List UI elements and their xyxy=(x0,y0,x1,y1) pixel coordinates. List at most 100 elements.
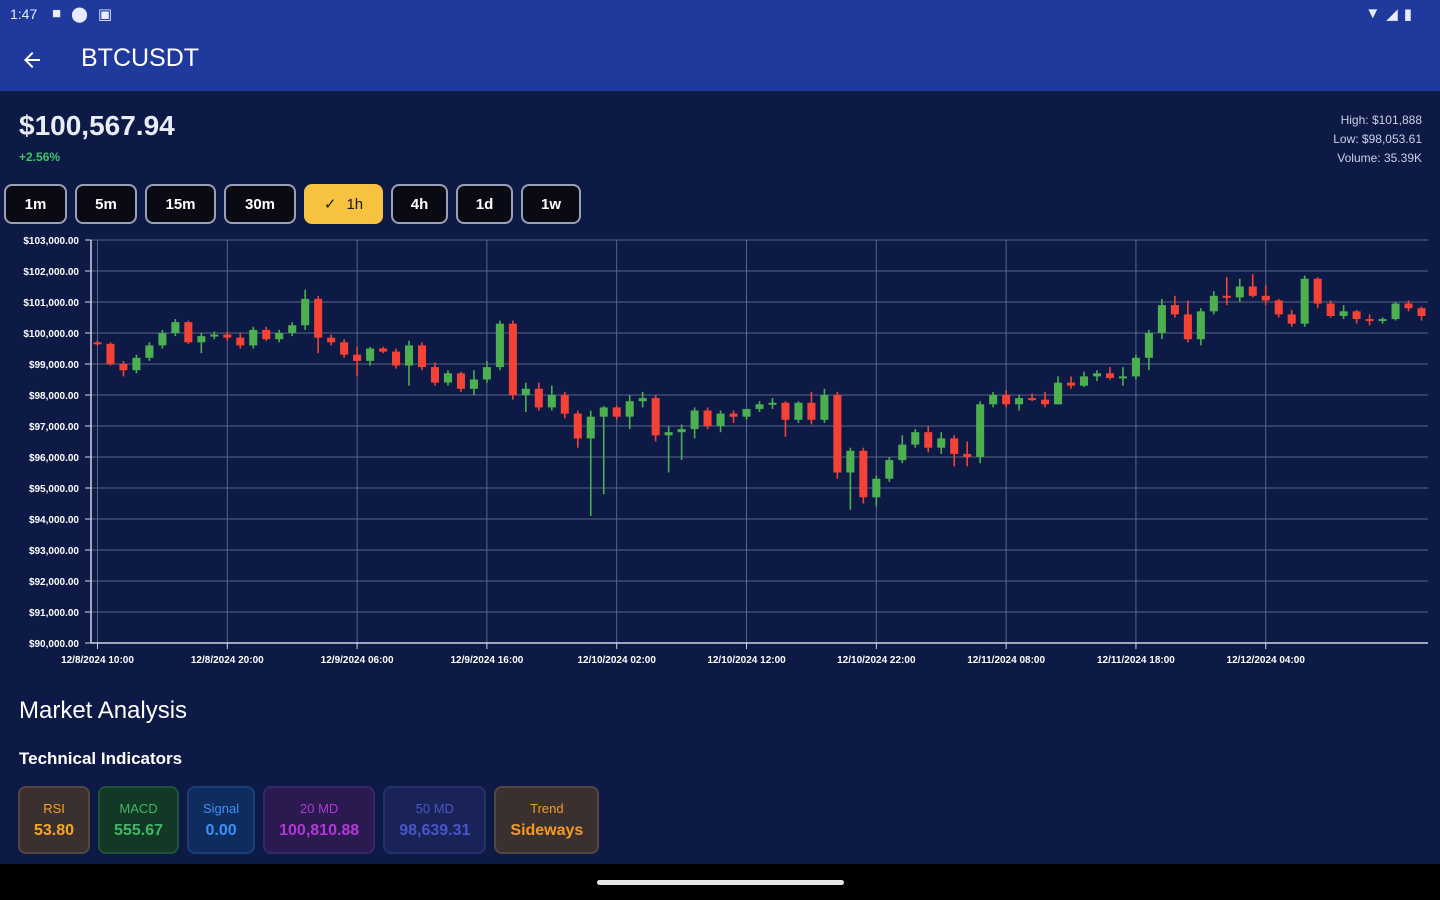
candle-body-bullish xyxy=(898,444,907,461)
x-tick-label: 12/9/2024 06:00 xyxy=(321,655,394,666)
candle-body-bullish xyxy=(586,416,595,439)
candle-body-bullish xyxy=(755,404,764,409)
x-tick-label: 12/12/2024 04:00 xyxy=(1227,655,1306,666)
candle-body-bearish xyxy=(1002,395,1011,405)
timeframe-5m-button[interactable]: 5m xyxy=(75,184,137,224)
candle-body-bullish xyxy=(1118,376,1127,379)
back-button[interactable] xyxy=(14,42,50,78)
candle-body-bearish xyxy=(184,322,193,343)
candle-body-bearish xyxy=(1222,295,1231,298)
candle-body-bearish xyxy=(1352,311,1361,320)
candle-body-bullish xyxy=(716,413,725,426)
candle-body-bullish xyxy=(937,438,946,448)
indicator-card-rsi: RSI 53.80 xyxy=(18,786,91,854)
candle-body-bearish xyxy=(456,373,465,389)
candle-body-bullish xyxy=(911,432,920,445)
candle-body-bearish xyxy=(1248,286,1257,296)
home-handle[interactable] xyxy=(597,880,844,885)
high-value: High: $101,888 xyxy=(1340,113,1422,127)
candle-body-bullish xyxy=(1209,295,1218,312)
indicator-label: Trend xyxy=(530,800,564,816)
timeframe-30m-button[interactable]: 30m xyxy=(224,184,296,224)
indicator-label: 50 MD xyxy=(415,800,454,816)
candle-body-bullish xyxy=(1144,333,1153,358)
indicator-card-20md: 20 MD 100,810.88 xyxy=(263,786,376,854)
candle-body-bearish xyxy=(106,343,115,364)
candle-body-bearish xyxy=(417,345,427,368)
timeframe-1d-button[interactable]: 1d xyxy=(456,184,513,224)
candle-body-bullish xyxy=(872,478,881,498)
x-tick-label: 12/8/2024 10:00 xyxy=(61,655,134,666)
y-tick-label: $90,000.00 xyxy=(29,639,79,650)
candle-body-bearish xyxy=(859,450,868,498)
candle-body-bearish xyxy=(963,453,972,457)
candle-body-bullish xyxy=(1131,357,1140,377)
candle-body-bullish xyxy=(794,402,803,420)
indicator-value: 53.80 xyxy=(34,821,75,839)
timeframe-15m-button[interactable]: 15m xyxy=(145,184,216,224)
indicator-label: Signal xyxy=(202,800,240,816)
candle-body-bullish xyxy=(405,345,414,366)
candle-body-bullish xyxy=(742,408,751,417)
page-title: BTCUSDT xyxy=(81,44,200,72)
x-tick-label: 12/10/2024 12:00 xyxy=(707,655,786,666)
candle-body-bullish xyxy=(158,333,167,346)
candle-body-bearish xyxy=(327,337,336,343)
candle-body-bearish xyxy=(950,438,959,454)
candle-body-bullish xyxy=(885,460,894,479)
volume-value: Volume: 35.39K xyxy=(1337,151,1422,165)
candle-body-bearish xyxy=(1067,382,1076,386)
candle-body-bullish xyxy=(664,432,673,436)
indicator-value: 555.67 xyxy=(114,821,163,839)
candle-body-bearish xyxy=(833,395,842,473)
check-icon: ✓ xyxy=(323,196,337,213)
indicator-value: Sideways xyxy=(510,821,584,839)
candle-body-bullish xyxy=(482,367,491,380)
app-notification-icon: ▣ xyxy=(97,6,113,23)
timeframe-1m-button[interactable]: 1m xyxy=(4,184,67,224)
candle-body-bearish xyxy=(1170,305,1179,315)
status-bar: 1:47 ■ ⬤ ▣ ▼ ◢ ▮ xyxy=(0,0,1440,28)
y-tick-label: $98,000.00 xyxy=(29,391,79,402)
candle-body-bearish xyxy=(781,402,790,420)
location-icon: ⬤ xyxy=(71,6,88,23)
candle-body-bullish xyxy=(846,450,855,473)
y-tick-label: $92,000.00 xyxy=(29,577,79,588)
candle-body-bearish xyxy=(807,402,816,420)
candle-body-bullish xyxy=(1300,278,1309,324)
candle-body-bullish xyxy=(288,325,297,333)
candle-body-bullish xyxy=(820,395,829,420)
candle-body-bullish xyxy=(171,322,180,333)
wifi-icon: ▼ xyxy=(1365,5,1381,22)
candle-body-bullish xyxy=(301,298,310,326)
candle-body-bearish xyxy=(1404,303,1413,309)
candle-body-bearish xyxy=(651,398,660,436)
y-tick-label: $96,000.00 xyxy=(29,453,79,464)
candle-body-bearish xyxy=(1028,398,1037,401)
candle-body-bullish xyxy=(1157,305,1166,333)
candle-body-bearish xyxy=(924,432,933,448)
signal-icon: ◢ xyxy=(1386,6,1398,23)
x-tick-label: 12/10/2024 02:00 xyxy=(578,655,657,666)
y-tick-label: $91,000.00 xyxy=(29,608,79,619)
timeframe-1h-button[interactable]: ✓ 1h xyxy=(304,184,383,224)
indicator-label: MACD xyxy=(119,800,158,816)
market-analysis-title: Market Analysis xyxy=(19,697,188,724)
candle-body-bearish xyxy=(379,348,388,352)
candle-body-bullish xyxy=(521,388,530,395)
indicator-value: 100,810.88 xyxy=(279,821,360,839)
timeframe-4h-button[interactable]: 4h xyxy=(391,184,448,224)
candle-body-bullish xyxy=(1235,286,1244,298)
ticker-stats: High: $101,888 Low: $98,053.61 Volume: 3… xyxy=(1333,111,1422,168)
current-price: $100,567.94 xyxy=(19,110,175,141)
candle-body-bullish xyxy=(976,404,985,457)
x-tick-label: 12/10/2024 22:00 xyxy=(837,655,916,666)
candle-body-bullish xyxy=(210,334,219,337)
candle-body-bullish xyxy=(1054,382,1063,405)
indicator-card-trend: Trend Sideways xyxy=(494,786,600,854)
candlestick-chart[interactable]: $103,000.00 $102,000.00 $101,000.00 $100,00… xyxy=(0,230,1440,675)
candle-body-bearish xyxy=(93,342,102,345)
timeframe-1w-button[interactable]: 1w xyxy=(521,184,581,224)
indicator-label: 20 MD xyxy=(300,800,339,816)
candle-body-bearish xyxy=(1261,295,1270,301)
